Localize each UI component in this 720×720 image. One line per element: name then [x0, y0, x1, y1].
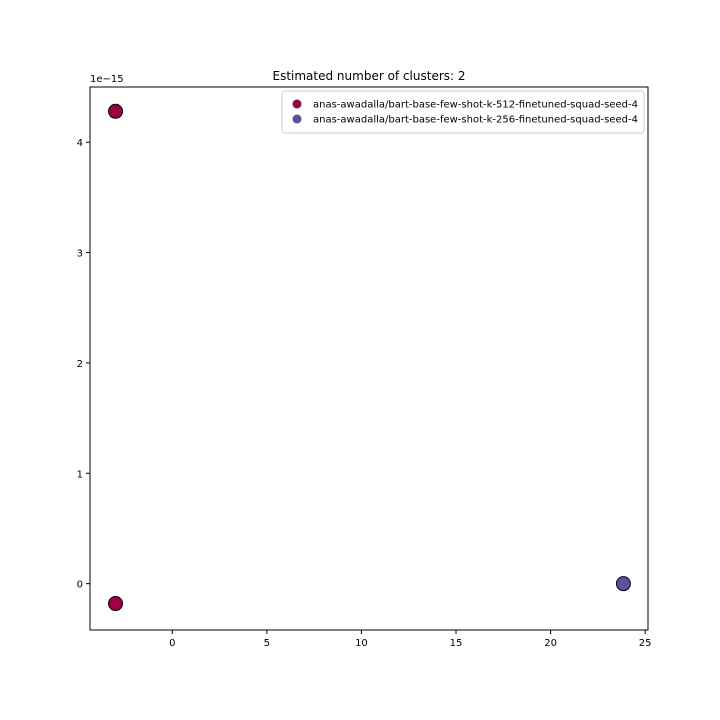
- x-tick-label: 20: [544, 638, 557, 649]
- legend-label: anas-awadalla/bart-base-few-shot-k-512-f…: [313, 100, 638, 111]
- x-tick-label: 10: [355, 638, 368, 649]
- x-tick-label: 15: [450, 638, 463, 649]
- y-tick-label: 0: [77, 580, 83, 591]
- legend-marker: [292, 114, 302, 124]
- y-tick-label: 3: [77, 249, 83, 260]
- x-tick-label: 25: [639, 638, 652, 649]
- axis-ticks: 0 5 10 15 20 25 0 1 2 3 4: [77, 138, 652, 649]
- data-points: [108, 103, 631, 612]
- y-tick-label: 2: [77, 359, 83, 370]
- x-tick-label: 5: [264, 638, 270, 649]
- y-axis-offset-label: 1e−15: [90, 74, 124, 85]
- axes-frame: [89, 86, 649, 631]
- y-tick-label: 4: [77, 138, 83, 149]
- legend: anas-awadalla/bart-base-few-shot-k-512-f…: [281, 90, 645, 134]
- legend-box: [281, 90, 645, 134]
- legend-label: anas-awadalla/bart-base-few-shot-k-256-f…: [313, 115, 638, 126]
- x-tick-label: 0: [169, 638, 175, 649]
- data-point-series-1: [108, 596, 124, 612]
- data-point-series-2: [615, 576, 631, 592]
- chart-title: Estimated number of clusters: 2: [272, 69, 465, 83]
- y-tick-label: 1: [77, 469, 83, 480]
- legend-marker: [292, 99, 302, 109]
- data-point-series-1: [108, 103, 124, 119]
